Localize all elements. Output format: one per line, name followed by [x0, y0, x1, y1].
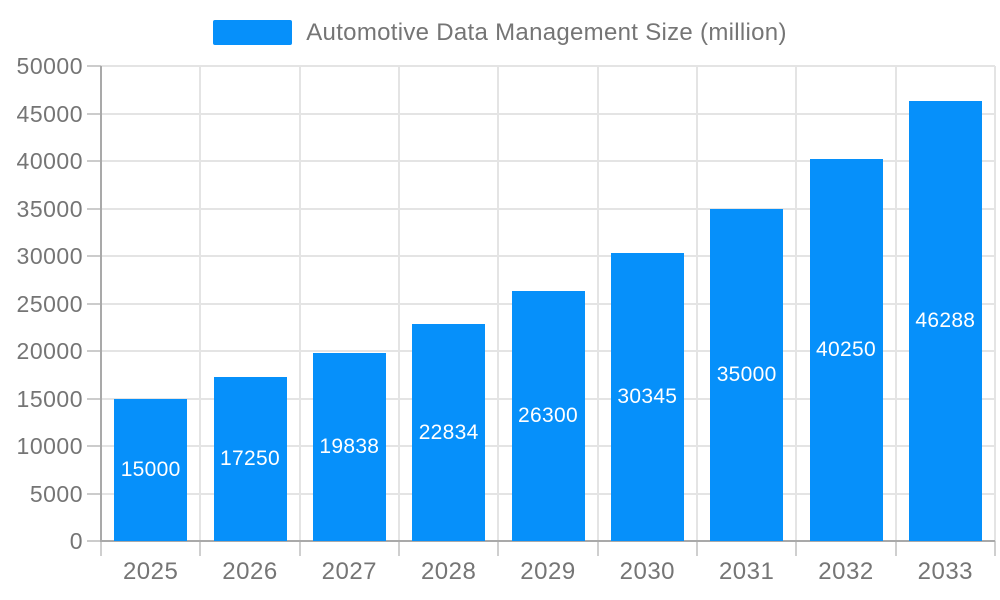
x-axis-tick-label: 2028	[420, 558, 477, 585]
x-axis-tick	[298, 541, 301, 556]
bar[interactable]: 19838	[312, 352, 386, 541]
y-axis-tick-label: 25000	[16, 290, 83, 317]
x-axis-tick-label: 2032	[818, 558, 874, 585]
y-axis-tick	[87, 112, 101, 115]
bar[interactable]: 46288	[908, 101, 982, 541]
bar-value-label: 22834	[418, 420, 479, 444]
x-axis-tick	[696, 541, 698, 556]
y-axis-tick	[87, 445, 101, 447]
y-axis-tick	[87, 397, 101, 400]
y-axis-tick	[87, 302, 101, 305]
x-axis-line	[100, 540, 995, 542]
y-axis-tick-label: 50000	[16, 53, 83, 79]
x-axis-tick	[199, 541, 202, 556]
bar[interactable]: 22834	[412, 324, 486, 541]
y-axis-tick-label: 45000	[16, 100, 83, 127]
y-axis-tick	[87, 65, 101, 67]
bar-value-label: 17250	[220, 447, 280, 471]
x-axis-tick	[497, 541, 500, 556]
grid-line-horizontal	[101, 160, 995, 162]
x-axis-tick	[100, 541, 102, 556]
x-axis-tick-label: 2033	[917, 558, 974, 585]
grid-line-vertical	[795, 66, 798, 541]
grid-line-vertical	[994, 66, 996, 541]
bar[interactable]: 30345	[610, 252, 684, 541]
bar[interactable]: 15000	[114, 398, 188, 541]
bar-value-label: 30345	[617, 384, 678, 408]
bar-value-label: 15000	[120, 457, 181, 481]
y-axis-tick-label: 35000	[16, 195, 83, 222]
bar[interactable]: 40250	[809, 158, 883, 541]
x-axis-tick-label: 2031	[718, 558, 775, 585]
bar[interactable]: 26300	[511, 291, 585, 541]
y-axis-tick	[87, 207, 101, 210]
bar-value-label: 40250	[816, 337, 876, 361]
bar-value-label: 26300	[518, 404, 578, 428]
x-axis-tick-label: 2026	[222, 558, 278, 585]
grid-line-vertical	[696, 66, 698, 541]
y-axis-tick-label: 40000	[16, 148, 83, 174]
y-axis-tick-label: 15000	[16, 385, 83, 412]
bar-value-label: 35000	[716, 362, 777, 386]
bar[interactable]: 35000	[710, 208, 784, 541]
y-axis-tick	[87, 160, 101, 162]
grid-line-horizontal	[101, 255, 995, 257]
y-axis-tick	[87, 255, 101, 257]
y-axis-tick	[87, 540, 101, 542]
x-axis-tick-label: 2030	[619, 558, 676, 585]
y-axis-tick-label: 0	[69, 528, 83, 554]
y-axis-tick-label: 20000	[16, 338, 83, 364]
legend-marker-swatch	[213, 20, 293, 45]
bar-value-label: 46288	[915, 309, 976, 333]
y-axis-tick-label: 30000	[16, 243, 83, 269]
bar[interactable]: 17250	[213, 377, 287, 541]
y-axis-tick-label: 5000	[29, 480, 83, 507]
grid-line-horizontal	[101, 65, 995, 67]
grid-line-vertical	[298, 66, 301, 541]
grid-line-vertical	[497, 66, 500, 541]
x-axis-tick	[795, 541, 798, 556]
grid-line-vertical	[398, 66, 400, 541]
legend[interactable]: Automotive Data Management Size (million…	[0, 10, 1000, 55]
x-axis-tick	[894, 541, 897, 556]
x-axis-tick-label: 2027	[321, 558, 378, 585]
y-axis-line	[100, 66, 102, 541]
legend-label: Automotive Data Management Size (million…	[306, 18, 787, 46]
y-axis-tick	[87, 350, 101, 352]
y-axis-tick	[87, 492, 101, 495]
bar-value-label: 19838	[319, 434, 380, 458]
y-axis-tick-label: 10000	[16, 433, 83, 459]
x-axis-tick	[994, 541, 996, 556]
grid-line-vertical	[596, 66, 599, 541]
grid-line-vertical	[199, 66, 202, 541]
x-axis-tick	[398, 541, 400, 556]
x-axis-tick	[596, 541, 599, 556]
grid-line-horizontal	[101, 112, 995, 115]
x-axis-tick-label: 2029	[520, 558, 576, 585]
grid-line-vertical	[894, 66, 897, 541]
x-axis-tick-label: 2025	[122, 558, 179, 585]
grid-line-horizontal	[101, 207, 995, 210]
